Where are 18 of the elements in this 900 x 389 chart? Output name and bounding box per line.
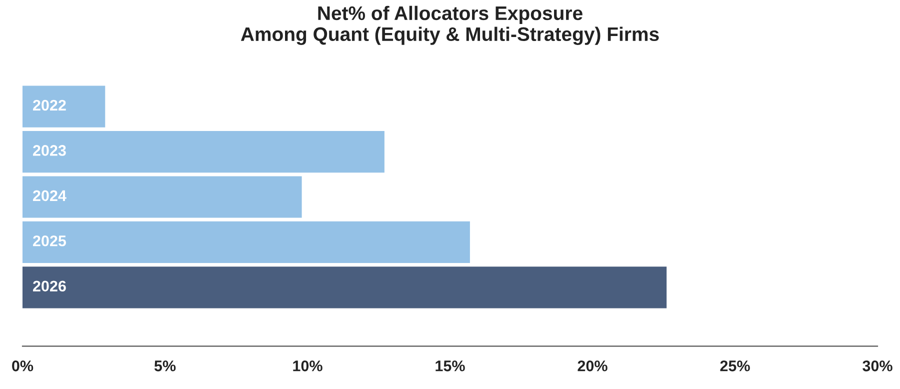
x-tick-label: 30%	[862, 360, 892, 372]
y-tick-label: 2024	[33, 190, 66, 202]
x-tick-label: 5%	[154, 360, 176, 372]
y-tick-label: 2023	[33, 145, 66, 156]
y-tick-label: 2026	[33, 280, 66, 292]
x-tick-label: 10%	[293, 360, 322, 372]
bar	[22, 266, 667, 308]
bar	[22, 130, 384, 173]
chart-title: Net% of Allocators Exposure Among Quant (Equity & Multi-Strategy) Firms	[240, 6, 659, 45]
x-tick-label: 0%	[12, 360, 34, 372]
bar	[22, 176, 302, 218]
bar	[22, 221, 470, 264]
x-tick-label: 20%	[578, 360, 608, 372]
x-tick-label: 25%	[720, 360, 750, 372]
x-tick-label: 15%	[436, 360, 465, 372]
bar	[22, 86, 106, 128]
y-tick-label: 2025	[33, 235, 66, 246]
y-tick-label: 2022	[33, 100, 66, 111]
